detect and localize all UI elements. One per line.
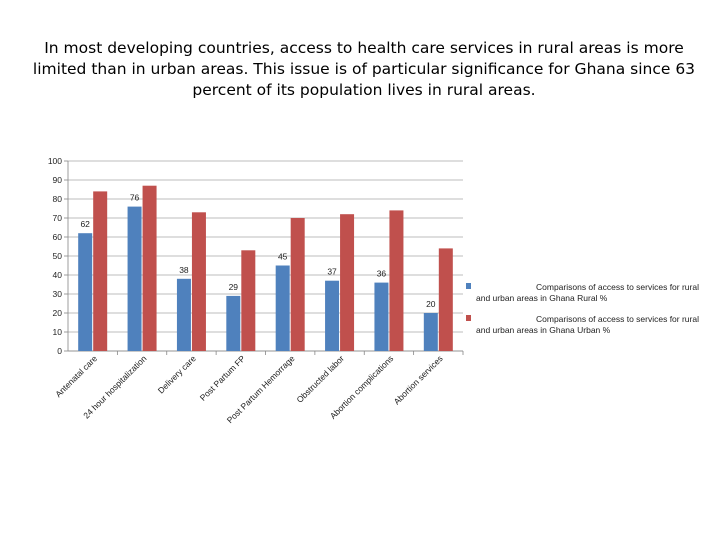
slide-title: In most developing countries, access to … — [20, 38, 708, 101]
chart-legend: Comparisons of access to services for ru… — [466, 282, 706, 346]
y-tick-label: 100 — [48, 156, 62, 166]
y-tick-label: 80 — [53, 194, 63, 204]
data-label: 38 — [179, 265, 189, 275]
y-tick-label: 90 — [53, 175, 63, 185]
bar-urban — [93, 191, 108, 351]
bar-rural — [78, 233, 93, 351]
title-line-3: percent of its population lives in rural… — [192, 81, 536, 99]
bar-rural — [374, 282, 389, 351]
legend-label-urban: Comparisons of access to services for ru… — [476, 314, 699, 335]
y-tick-label: 30 — [53, 289, 63, 299]
data-label: 37 — [327, 267, 337, 277]
bar-urban — [290, 218, 305, 351]
x-tick-label: Delivery care — [156, 353, 198, 395]
bar-urban — [191, 212, 206, 351]
data-label: 45 — [278, 252, 288, 262]
bar-rural — [423, 313, 438, 351]
bar-rural — [275, 265, 290, 351]
bar-urban — [389, 210, 404, 351]
y-tick-label: 20 — [53, 308, 63, 318]
bar-rural — [325, 280, 340, 351]
bar-rural — [226, 295, 241, 351]
y-tick-label: 0 — [57, 346, 62, 356]
x-tick-label: Antenatal care — [53, 353, 99, 399]
legend-swatch-urban — [466, 315, 471, 321]
y-tick-label: 10 — [53, 327, 63, 337]
x-tick-label: Post Partum FP — [198, 353, 248, 403]
y-tick-label: 60 — [53, 232, 63, 242]
data-label: 20 — [426, 299, 436, 309]
title-line-2: limited than in urban areas. This issue … — [32, 60, 696, 78]
bar-urban — [142, 185, 157, 351]
title-line-1: In most developing countries, access to … — [44, 39, 684, 57]
data-label: 62 — [80, 219, 90, 229]
y-tick-label: 50 — [53, 251, 63, 261]
legend-swatch-rural — [466, 283, 471, 289]
bar-urban — [340, 214, 355, 351]
x-tick-label: Abortion services — [392, 353, 445, 406]
x-tick-label: Obstructed labor — [294, 353, 346, 405]
bar-rural — [176, 278, 191, 351]
bar-urban — [241, 250, 256, 351]
legend-item-urban: Comparisons of access to services for ru… — [466, 314, 706, 336]
y-tick-label: 40 — [53, 270, 63, 280]
y-tick-label: 70 — [53, 213, 63, 223]
legend-item-rural: Comparisons of access to services for ru… — [466, 282, 706, 304]
bar-urban — [438, 248, 453, 351]
bar-rural — [127, 206, 142, 351]
data-label: 76 — [130, 193, 140, 203]
data-label: 36 — [377, 269, 387, 279]
legend-label-rural: Comparisons of access to services for ru… — [476, 282, 699, 303]
data-label: 29 — [229, 282, 239, 292]
